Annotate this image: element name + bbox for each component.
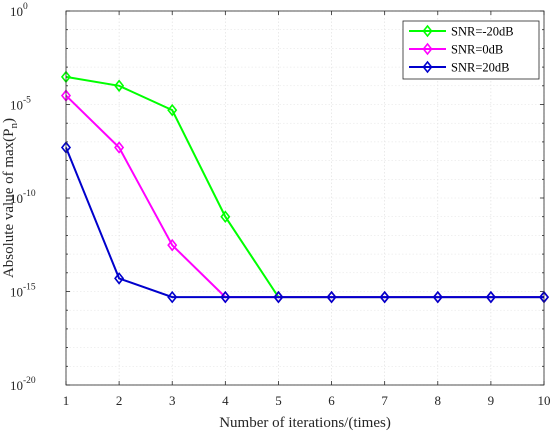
x-axis-label: Number of iterations/(times) <box>219 415 391 431</box>
legend-label: SNR=0dB <box>451 43 503 57</box>
y-tick-label: 10-20 <box>10 376 36 393</box>
series-line <box>65 147 544 299</box>
legend-entry: SNR=0dB <box>409 43 503 57</box>
legend-label: SNR=-20dB <box>451 25 514 39</box>
y-tick-label: 10-5 <box>10 96 31 113</box>
y-tick-base: 10 <box>10 4 23 19</box>
series-layer <box>60 70 550 304</box>
legend: SNR=-20dB SNR=0dB SNR=20dB <box>402 20 540 80</box>
data-point <box>220 290 231 304</box>
y-tick-label: 100 <box>10 2 28 19</box>
legend-entry: SNR=20dB <box>409 61 509 75</box>
y-tick-base: 10 <box>10 98 23 113</box>
data-point <box>114 272 125 285</box>
legend-label: SNR=20dB <box>451 61 509 75</box>
y-tick-base: 10 <box>10 285 23 300</box>
y-tick-label: 10-10 <box>10 189 36 206</box>
data-point <box>326 290 337 304</box>
y-axis-label-sub: n <box>8 122 20 128</box>
y-tick-base: 10 <box>10 191 23 206</box>
legend-marker <box>422 24 433 38</box>
legend-marker <box>422 42 433 56</box>
plot-frame <box>65 10 545 386</box>
data-point <box>273 290 284 304</box>
data-point <box>167 238 178 252</box>
x-tick-label: 10 <box>538 393 551 408</box>
x-tick-labels: 1 2 3 4 5 6 7 8 9 10 <box>63 393 551 408</box>
x-tick-label: 5 <box>275 393 282 408</box>
data-point <box>167 290 178 304</box>
series-3 <box>60 141 550 304</box>
data-point <box>485 290 496 304</box>
x-tick-label: 1 <box>63 393 70 408</box>
x-tick-label: 9 <box>488 393 495 408</box>
y-tick-exponent: -20 <box>23 376 36 386</box>
data-point <box>114 141 125 154</box>
y-tick-exponent: 0 <box>23 2 28 12</box>
data-point <box>379 290 390 304</box>
legend-marker <box>422 60 433 74</box>
x-tick-label: 2 <box>116 393 123 408</box>
data-point <box>114 79 125 93</box>
y-tick-label: 10-15 <box>10 283 36 300</box>
data-point <box>432 290 443 304</box>
y-tick-base: 10 <box>10 378 23 393</box>
y-tick-exponent: -15 <box>23 283 36 293</box>
y-tick-exponent: -10 <box>23 189 36 199</box>
x-tick-label: 4 <box>222 393 229 408</box>
data-point <box>220 210 231 223</box>
y-axis-label-main: Absolute value of max(P <box>1 128 17 278</box>
y-tick-exponent: -5 <box>23 96 31 106</box>
data-point <box>167 103 178 117</box>
x-tick-label: 8 <box>435 393 442 408</box>
x-tick-label: 6 <box>328 393 335 408</box>
y-axis-label-close: ) <box>1 118 17 123</box>
legend-entry: SNR=-20dB <box>409 25 514 39</box>
x-tick-label: 3 <box>169 393 176 408</box>
y-axis-label: Absolute value of max(Pn) <box>1 118 20 278</box>
x-tick-label: 7 <box>381 393 388 408</box>
